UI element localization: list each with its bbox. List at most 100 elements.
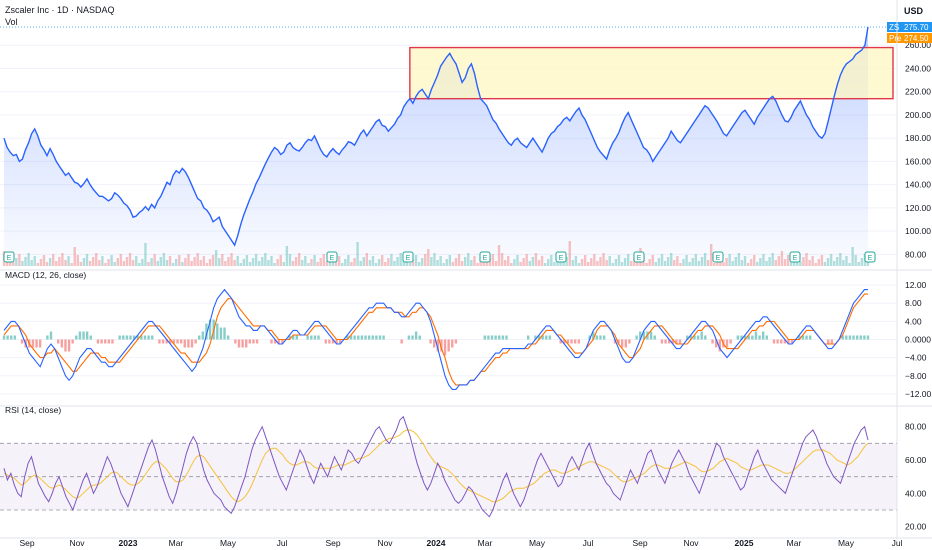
rsi-tick-label: 80.00	[905, 422, 927, 432]
earnings-box	[3, 251, 15, 263]
macd-histogram-bar	[248, 339, 252, 344]
volume-bar	[61, 253, 64, 266]
rsi-tick-label: 20.00	[905, 522, 927, 532]
macd-histogram-bar	[624, 339, 627, 348]
macd-histogram-bar	[190, 339, 194, 348]
volume-bar	[605, 260, 608, 266]
macd-histogram-bar	[751, 335, 754, 340]
macd-panel: MACD (12, 26, close) 12.00 8.00 4.00 0.0000 −…	[0, 270, 932, 399]
volume-bar	[236, 256, 239, 266]
volume-bar	[479, 259, 482, 266]
volume-bar	[829, 254, 833, 266]
macd-histogram-bar	[696, 335, 700, 340]
macd-histogram-bar	[743, 335, 747, 340]
macd-histogram-bar	[772, 339, 776, 344]
time-axis[interactable]: Sep Nov 2023 Mar May Jul Sep Nov 2024 Mar May Jul Se…	[19, 538, 902, 548]
macd-histogram-bar	[194, 339, 197, 344]
volume-bar	[420, 258, 424, 266]
macd-histogram-bar	[306, 335, 309, 340]
macd-histogram-bar	[89, 335, 92, 340]
volume-bar	[596, 261, 599, 266]
volume-bar	[786, 255, 790, 266]
chart-title: Zscaler Inc · 1D · NASDAQ	[5, 5, 115, 15]
volume-bar	[534, 253, 538, 266]
time-axis-label: 2024	[427, 538, 446, 548]
volume-bar	[799, 261, 802, 266]
volume-bar	[18, 254, 21, 266]
macd-histogram-bar	[216, 323, 219, 340]
volume-bar	[451, 262, 455, 266]
volume-bar	[304, 256, 307, 266]
macd-histogram-bar	[273, 339, 277, 344]
macd-histogram-bar	[689, 335, 693, 340]
volume-bar	[174, 259, 178, 266]
volume-bar	[473, 256, 476, 266]
macd-histogram-bar	[277, 339, 280, 344]
volume-bar	[820, 255, 824, 266]
volume-bar	[623, 258, 627, 266]
macd-histogram-bar	[295, 335, 299, 340]
currency-label[interactable]: USD	[904, 6, 924, 16]
time-axis-label: May	[220, 538, 237, 548]
volume-label: Vol	[5, 17, 18, 27]
macd-histogram-bar	[349, 335, 353, 340]
volume-bar	[181, 262, 184, 266]
volume-bar	[147, 262, 150, 266]
volume-bar	[626, 254, 630, 266]
volume-bar	[36, 263, 40, 266]
volume-bar	[430, 257, 433, 266]
volume-bar	[42, 255, 46, 266]
volume-bar	[848, 263, 851, 266]
volume-bar	[537, 260, 541, 266]
rsi-line	[3, 415, 869, 518]
earnings-box	[789, 251, 801, 263]
volume-bar	[113, 262, 116, 266]
macd-histogram-bar	[219, 327, 223, 340]
volume-bar	[802, 257, 805, 266]
macd-histogram-bar	[599, 335, 602, 340]
macd-tick-label: −8.00	[905, 371, 927, 381]
volume-bar	[663, 261, 667, 266]
macd-histogram-bar	[255, 339, 259, 344]
macd-histogram-bar	[176, 339, 179, 344]
earnings-label: E	[716, 255, 721, 262]
earnings-marker: E	[3, 251, 15, 263]
macd-histogram-bar	[545, 335, 548, 340]
volume-bar	[731, 261, 734, 266]
volume-bar	[414, 255, 418, 266]
volume-bar	[777, 256, 781, 266]
price-tick-label: 240.00	[905, 63, 931, 73]
volume-bar	[740, 260, 744, 266]
volume-bar	[694, 254, 698, 266]
macd-tick-label: 12.00	[905, 280, 927, 290]
volume-bar	[91, 257, 95, 266]
time-axis-label: 2023	[119, 538, 138, 548]
macd-histogram-bar	[852, 335, 855, 340]
macd-histogram-bar	[375, 335, 378, 340]
macd-histogram-bar	[664, 339, 667, 344]
macd-histogram-bar	[841, 335, 844, 340]
volume-bar	[845, 256, 848, 266]
volume-bar	[780, 251, 784, 266]
volume-bar	[202, 256, 206, 266]
volume-bar	[611, 263, 614, 266]
macd-histogram-bar	[310, 335, 313, 340]
volume-bar	[168, 256, 172, 266]
volume-bar	[251, 258, 255, 266]
last-price-value: 275.70	[904, 23, 929, 32]
volume-bar	[359, 261, 362, 266]
volume-bar	[836, 257, 839, 266]
volume-bar	[128, 253, 132, 266]
macd-histogram-bar	[765, 335, 768, 340]
macd-histogram-bar	[429, 339, 432, 344]
macd-histogram-bar	[118, 335, 121, 340]
volume-bar	[417, 262, 421, 266]
macd-histogram-bar	[151, 335, 154, 340]
volume-bar	[460, 261, 464, 266]
volume-bar	[393, 261, 396, 266]
earnings-marker: E	[789, 251, 801, 263]
macd-histogram-bar	[602, 335, 606, 340]
macd-histogram-bar	[548, 335, 552, 340]
macd-histogram-bar	[541, 335, 544, 340]
